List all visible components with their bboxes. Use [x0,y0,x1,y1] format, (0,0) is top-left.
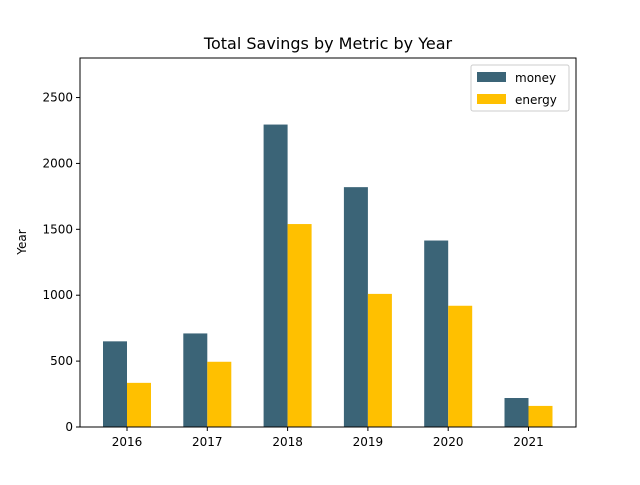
legend-swatch-energy [477,94,506,104]
y-ticks-group: 0 500 1000 1500 2000 2500 [42,91,80,434]
y-tick-label: 0 [65,420,73,434]
bar-money-2018 [263,124,288,427]
bar-energy-2017 [207,361,232,427]
bar-money-2019 [343,187,368,427]
x-tick-label: 2019 [353,435,384,449]
legend-label-money: money [515,71,556,85]
bar-energy-2018 [287,224,312,427]
chart-title: Total Savings by Metric by Year [203,34,453,53]
y-tick-label: 1000 [42,288,73,302]
bar-money-2017 [183,333,208,427]
legend-swatch-money [477,72,506,82]
x-tick-label: 2021 [513,435,544,449]
x-ticks-group: 2016 2017 2018 2019 2020 2021 [112,427,544,449]
x-tick-label: 2016 [112,435,143,449]
x-tick-label: 2018 [272,435,303,449]
x-tick-label: 2017 [192,435,223,449]
y-tick-label: 1500 [42,222,73,236]
bar-money-2020 [424,240,449,427]
bar-energy-2020 [448,305,473,427]
legend: money energy [470,64,570,112]
bar-energy-2021 [528,405,553,427]
bar-energy-2016 [127,382,151,427]
bar-money-2016 [103,341,127,427]
y-tick-label: 500 [50,354,73,368]
y-tick-label: 2000 [42,156,73,170]
x-tick-label: 2020 [433,435,464,449]
plot-frame [79,57,577,428]
bar-money-2021 [504,398,529,427]
y-axis-label: Year [15,229,29,255]
bars-group [103,124,553,427]
y-tick-label: 2500 [42,91,73,105]
legend-label-energy: energy [515,93,557,107]
bar-energy-2019 [367,293,392,427]
